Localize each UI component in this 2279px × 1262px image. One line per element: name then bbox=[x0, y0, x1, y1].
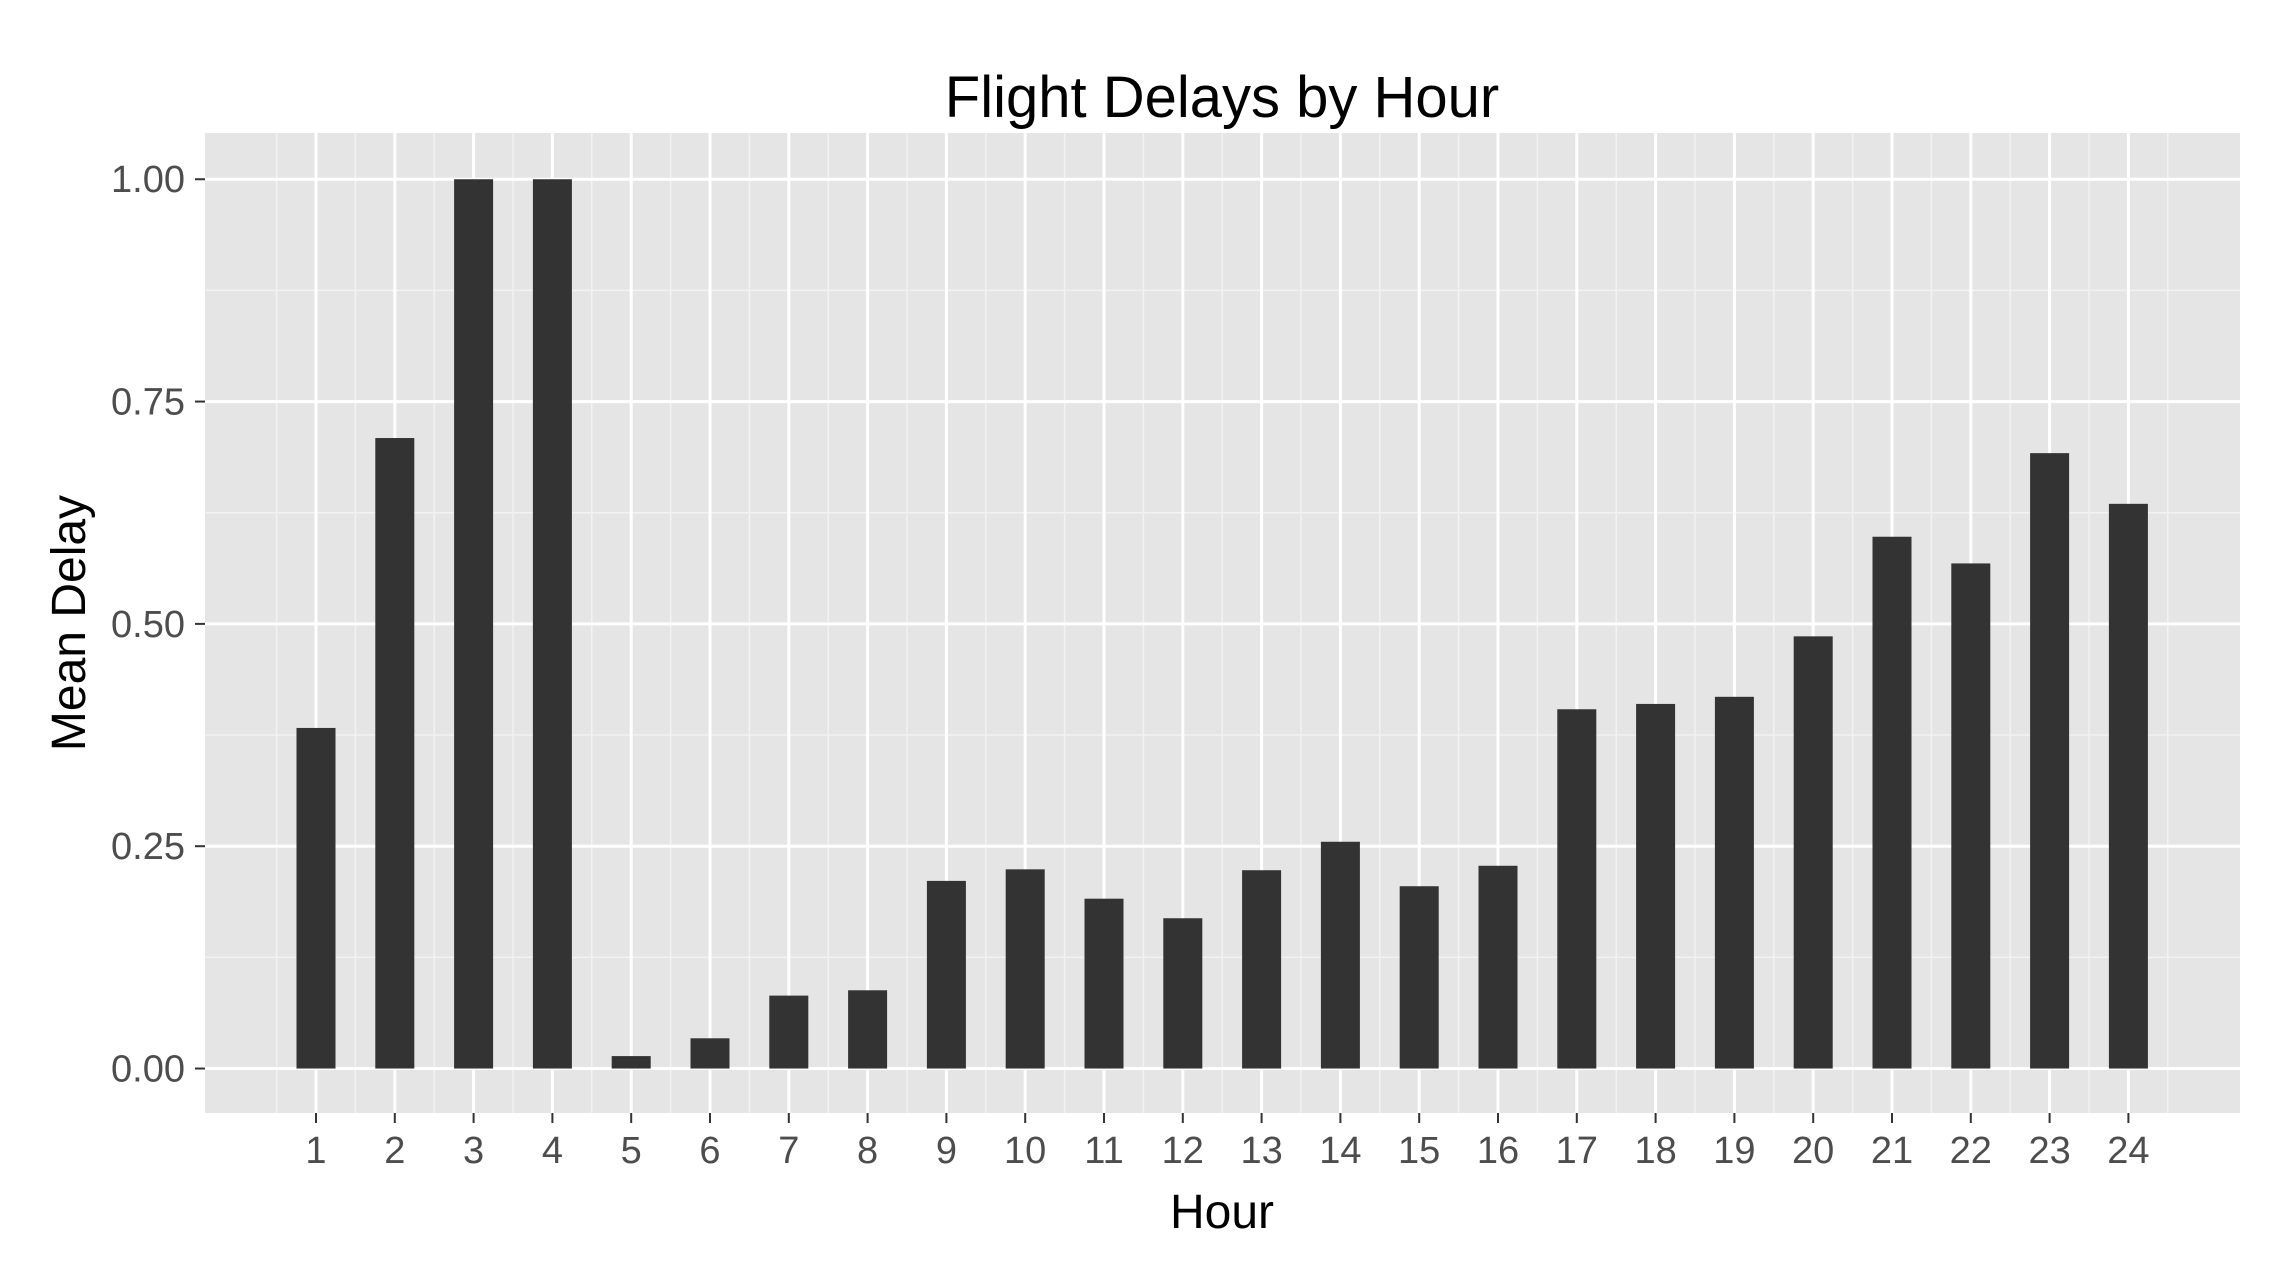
y-tick-label: 1.00 bbox=[111, 159, 185, 201]
y-axis-title: Mean Delay bbox=[43, 495, 96, 751]
bar-hour-24 bbox=[2108, 503, 2148, 1069]
y-tick-label: 0.50 bbox=[111, 604, 185, 646]
y-tick-label: 0.25 bbox=[111, 826, 185, 868]
x-tick-label: 24 bbox=[2107, 1130, 2149, 1172]
bar-hour-23 bbox=[2030, 453, 2070, 1069]
bar-hour-5 bbox=[611, 1056, 651, 1069]
x-tick-label: 10 bbox=[1004, 1130, 1046, 1172]
x-tick-label: 17 bbox=[1556, 1130, 1598, 1172]
x-tick-label: 2 bbox=[384, 1130, 405, 1172]
bar-hour-2 bbox=[375, 438, 415, 1069]
x-tick-label: 4 bbox=[542, 1130, 563, 1172]
bar-hour-21 bbox=[1872, 536, 1912, 1069]
x-tick-label: 21 bbox=[1871, 1130, 1913, 1172]
x-tick-label: 12 bbox=[1162, 1130, 1204, 1172]
x-tick-label: 13 bbox=[1240, 1130, 1282, 1172]
x-tick-label: 9 bbox=[936, 1130, 957, 1172]
bar-hour-9 bbox=[926, 880, 966, 1069]
bar-hour-12 bbox=[1163, 918, 1203, 1069]
x-tick-label: 14 bbox=[1319, 1130, 1361, 1172]
y-tick-label: 0.00 bbox=[111, 1049, 185, 1091]
bars bbox=[296, 179, 2148, 1069]
x-tick-label: 11 bbox=[1084, 1130, 1123, 1172]
bar-hour-1 bbox=[296, 727, 336, 1069]
x-tick-label: 1 bbox=[305, 1130, 326, 1172]
bar-hour-20 bbox=[1793, 636, 1833, 1069]
y-axis: 0.00 0.25 0.50 0.75 1.00 bbox=[111, 159, 205, 1091]
bar-hour-22 bbox=[1951, 563, 1991, 1069]
x-tick-label: 18 bbox=[1634, 1130, 1676, 1172]
bar-hour-14 bbox=[1320, 841, 1360, 1069]
bar-hour-4 bbox=[532, 179, 572, 1069]
bar-hour-18 bbox=[1636, 703, 1676, 1069]
x-tick-label: 19 bbox=[1713, 1130, 1755, 1172]
bar-hour-13 bbox=[1242, 870, 1282, 1069]
bar-hour-6 bbox=[690, 1038, 730, 1069]
x-axis-title: Hour bbox=[1170, 1186, 1274, 1239]
x-tick-label: 6 bbox=[699, 1130, 720, 1172]
x-tick-label: 3 bbox=[463, 1130, 484, 1172]
bar-hour-19 bbox=[1714, 696, 1754, 1069]
x-tick-label: 20 bbox=[1792, 1130, 1834, 1172]
bar-hour-7 bbox=[769, 995, 809, 1069]
bar-hour-10 bbox=[1005, 869, 1045, 1069]
bar-hour-8 bbox=[848, 990, 888, 1069]
x-tick-label: 16 bbox=[1477, 1130, 1519, 1172]
y-tick-label: 0.75 bbox=[111, 382, 185, 424]
bar-hour-3 bbox=[454, 179, 494, 1069]
bar-hour-17 bbox=[1557, 709, 1597, 1069]
bar-hour-16 bbox=[1478, 865, 1518, 1069]
x-tick-label: 15 bbox=[1398, 1130, 1440, 1172]
chart-title: Flight Delays by Hour bbox=[945, 65, 1499, 130]
x-tick-label: 8 bbox=[857, 1130, 878, 1172]
x-tick-label: 22 bbox=[1950, 1130, 1992, 1172]
x-tick-label: 5 bbox=[621, 1130, 642, 1172]
bar-hour-15 bbox=[1399, 886, 1439, 1069]
x-axis: 1 2 3 4 5 6 7 8 9 10 11 12 13 14 15 16 17 18 19 20 21 22 23 24 bbox=[305, 1113, 2150, 1172]
bar-hour-11 bbox=[1084, 898, 1124, 1069]
x-tick-label: 23 bbox=[2028, 1130, 2070, 1172]
x-tick-label: 7 bbox=[778, 1130, 799, 1172]
